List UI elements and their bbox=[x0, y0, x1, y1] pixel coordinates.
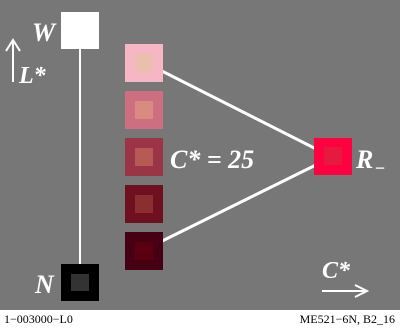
black-swatch-center bbox=[71, 274, 89, 291]
white-swatch bbox=[61, 12, 99, 49]
sample-swatch-center-1 bbox=[135, 54, 153, 72]
lightness-arrow-head bbox=[5, 38, 21, 52]
chroma-axis-label: C* bbox=[322, 258, 351, 284]
sample-column bbox=[125, 44, 163, 270]
sample-swatch-center-5 bbox=[135, 242, 153, 260]
sample-swatch-center-4 bbox=[135, 195, 153, 213]
red-label-text: R bbox=[356, 145, 374, 174]
upper-chroma-line bbox=[143, 60, 333, 159]
red-label: R− bbox=[356, 145, 385, 178]
sample-swatch-center-3 bbox=[135, 148, 153, 166]
sample-swatch-center-2 bbox=[135, 101, 153, 119]
footer-right-code: ME521−6N, B2_16 bbox=[299, 312, 395, 326]
white-label: W bbox=[32, 18, 56, 47]
lightness-axis-label: L* bbox=[19, 63, 46, 89]
footer-left-code: 1−003000−L0 bbox=[4, 312, 73, 326]
black-label: N bbox=[35, 270, 54, 299]
red-swatch-center bbox=[324, 147, 342, 165]
lower-chroma-line bbox=[143, 155, 333, 252]
chroma-arrow-head bbox=[354, 284, 370, 298]
red-label-subscript: − bbox=[374, 158, 386, 178]
chroma-value-label: C* = 25 bbox=[170, 145, 255, 174]
